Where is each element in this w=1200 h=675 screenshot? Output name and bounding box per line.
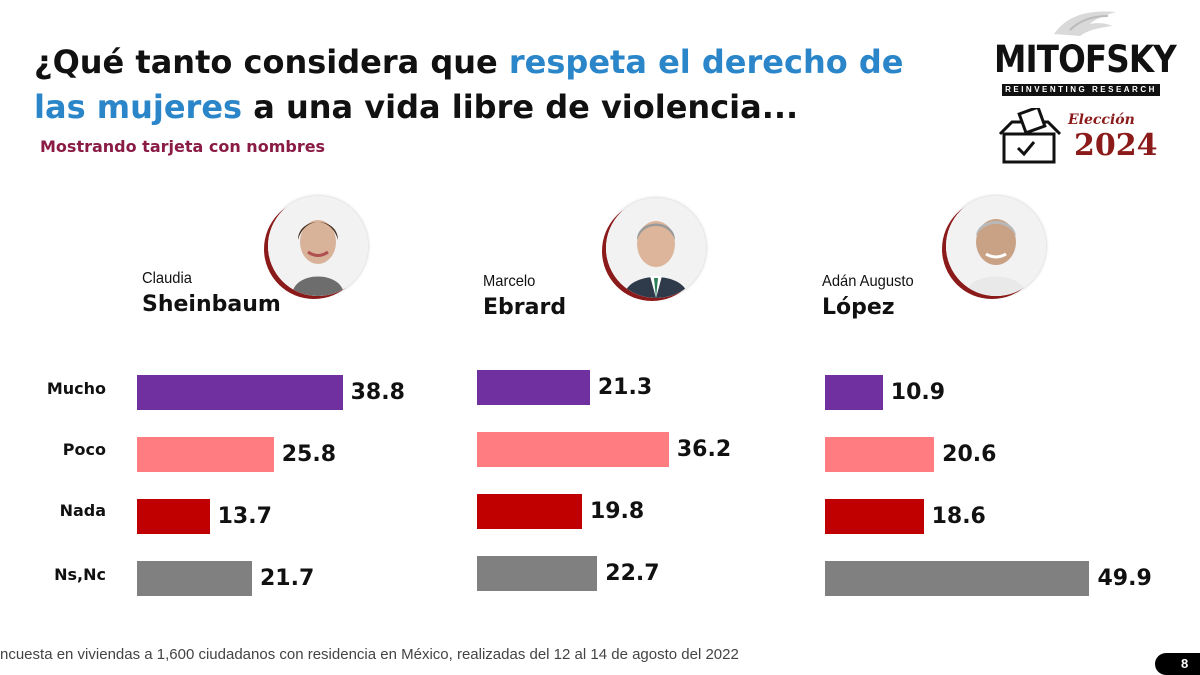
value-label: 13.7 (217, 504, 272, 529)
person-photo-icon (606, 198, 706, 298)
value-label: 21.7 (260, 566, 315, 591)
title-highlight-1: respeta el derecho de (508, 43, 904, 81)
value-label: 38.8 (350, 380, 405, 405)
bar-nada-ebrard (477, 494, 582, 529)
candidate-last-name: Sheinbaum (142, 292, 281, 317)
title-highlight-2: las mujeres (34, 88, 243, 126)
bar-mucho-lpez (825, 375, 883, 410)
ballot-box-icon (998, 108, 1062, 164)
bar-nsnc-lpez (825, 561, 1090, 596)
value-label: 21.3 (597, 375, 653, 400)
bar-mucho-ebrard (477, 370, 590, 405)
category-label-mucho: Mucho (46, 379, 106, 398)
election-year: 2024 (1074, 128, 1158, 163)
value-label: 25.8 (281, 442, 337, 467)
candidate-first-name: Adán Augusto (822, 273, 914, 290)
candidate-photo-ebrard (606, 198, 706, 298)
candidate-first-name: Marcelo (483, 273, 536, 290)
logo-tagline: REINVENTING RESEARCH (1002, 84, 1160, 96)
title-part-2: a una vida libre de violencia... (242, 88, 799, 126)
value-label: 22.7 (605, 561, 660, 586)
candidate-last-name: López (822, 295, 895, 320)
bar-poco-lpez (825, 437, 935, 472)
title-part-1: ¿Qué tanto considera que (34, 43, 509, 81)
subtitle: Mostrando tarjeta con nombres (40, 137, 326, 156)
candidate-photo-lopez (946, 196, 1046, 296)
value-label: 18.6 (931, 504, 986, 529)
person-photo-icon (946, 196, 1046, 296)
value-label: 49.9 (1097, 566, 1152, 591)
footnote: ncuesta en viviendas a 1,600 ciudadanos … (0, 646, 739, 663)
bar-poco-ebrard (477, 432, 669, 467)
bar-nada-sheinbaum (137, 499, 210, 534)
candidate-photo-sheinbaum (268, 196, 368, 296)
page-title: ¿Qué tanto considera que respeta el dere… (34, 40, 954, 130)
bar-mucho-sheinbaum (137, 375, 343, 410)
value-label: 19.8 (589, 499, 645, 524)
logo-brand: MITOFSKY (994, 38, 1177, 81)
eagle-logo-icon (1054, 11, 1116, 36)
bar-nada-lpez (825, 499, 924, 534)
bar-nsnc-ebrard (477, 556, 598, 591)
value-label: 20.6 (942, 442, 997, 467)
person-photo-icon (268, 196, 368, 296)
value-label: 36.2 (676, 437, 732, 462)
bar-nsnc-sheinbaum (137, 561, 252, 596)
category-label-nada: Nada (59, 501, 106, 520)
page-number: 8 (1155, 653, 1200, 675)
category-label-nsnc: Ns,Nc (54, 565, 106, 584)
bar-poco-sheinbaum (137, 437, 274, 472)
mitofsky-logo: MITOFSKY REINVENTING RESEARCH Elección 2… (990, 8, 1177, 168)
election-label: Elección (1068, 112, 1135, 128)
candidate-first-name: Claudia (142, 270, 192, 287)
category-label-poco: Poco (62, 440, 106, 459)
value-label: 10.9 (890, 380, 946, 405)
candidate-last-name: Ebrard (483, 295, 567, 320)
